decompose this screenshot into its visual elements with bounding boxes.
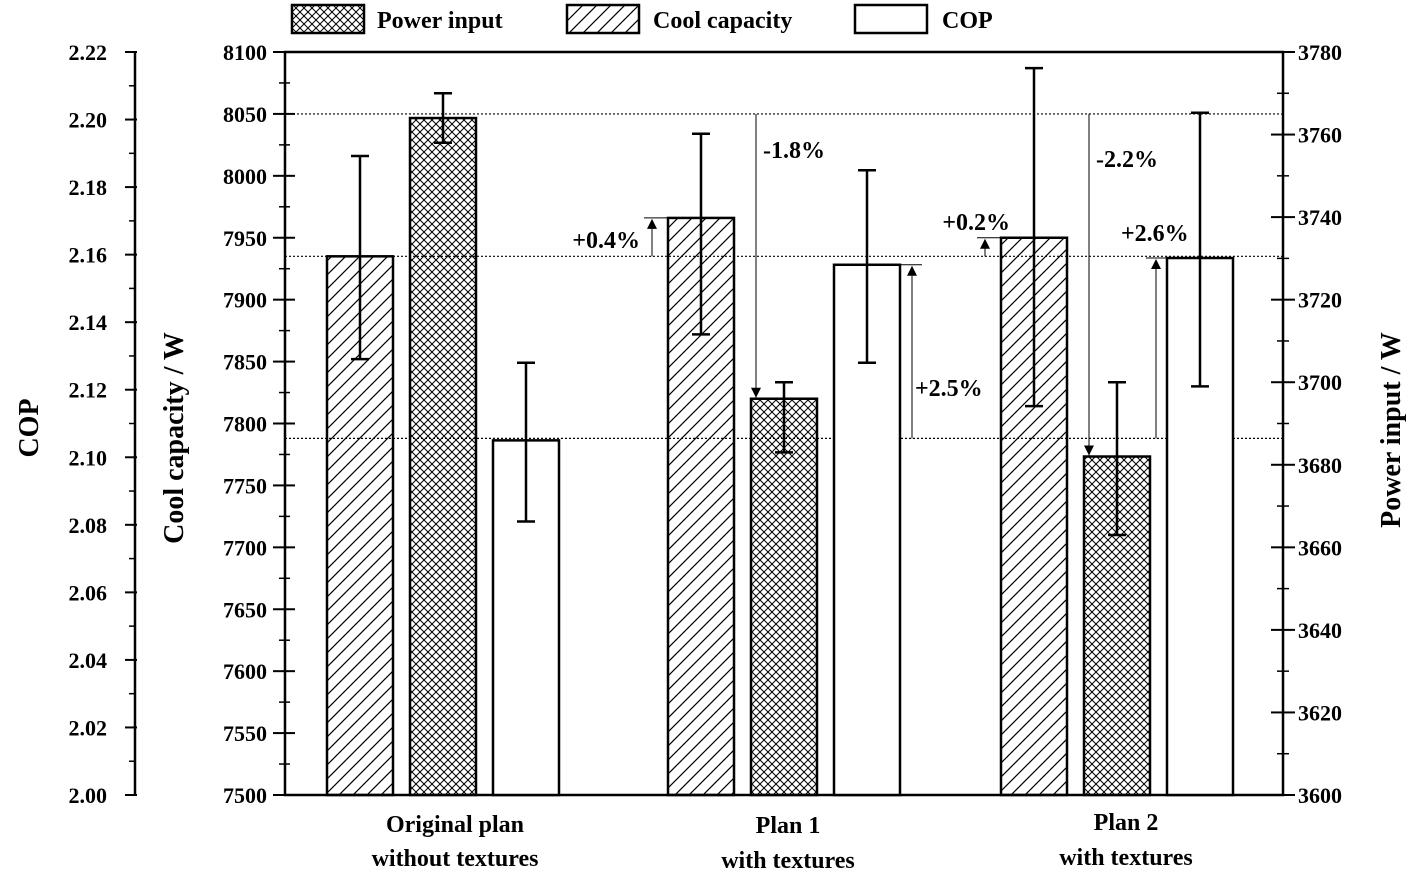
cool-tick-label: 8100	[223, 40, 267, 65]
annotation-1: +0.4%	[572, 217, 668, 257]
power-tick-label: 3720	[1298, 288, 1342, 313]
cop-tick-label: 2.10	[69, 445, 108, 470]
category-label: Plan 2	[1094, 810, 1159, 836]
legend-label: Cool capacity	[653, 8, 792, 34]
annotation-label: +0.4%	[572, 228, 640, 254]
cool-tick-label: 7850	[223, 350, 267, 375]
legend-label: COP	[942, 8, 993, 34]
arrow-head	[751, 387, 761, 398]
bar-cool-capacity	[666, 216, 736, 797]
arrow-head	[647, 218, 657, 229]
power-tick-label: 3660	[1298, 535, 1342, 560]
annotations: +0.4% -1.8% +2.5% +0.2% -2.2% +2.6%	[572, 113, 1189, 456]
arrow-head	[1151, 259, 1161, 270]
cool-tick-label: 7900	[223, 288, 267, 313]
annotation-6: +2.6%	[1121, 221, 1189, 439]
annotation-label: +2.6%	[1121, 221, 1189, 247]
cool-tick-label: 7650	[223, 597, 267, 622]
annotation-label: +2.5%	[915, 376, 983, 402]
legend-swatch	[565, 3, 641, 35]
category-label: Plan 1	[756, 813, 821, 839]
category-label: with textures	[721, 848, 855, 872]
power-tick-label: 3760	[1298, 123, 1342, 148]
annotation-4: +0.2%	[942, 210, 1010, 257]
error-bars	[351, 66, 1209, 537]
cop-axis-title: COP	[14, 398, 45, 457]
legend-swatch	[853, 3, 929, 35]
legend: Power input Cool capacity COP	[290, 3, 993, 35]
cop-tick-label: 2.04	[69, 648, 108, 673]
cool-tick-label: 7600	[223, 659, 267, 684]
arrow-head	[907, 265, 917, 276]
annotation-label: -1.8%	[763, 138, 825, 164]
cop-tick-label: 2.14	[69, 310, 108, 335]
category-label: Original plan	[386, 812, 524, 838]
cool-tick-label: 8050	[223, 102, 267, 127]
annotation-3: +2.5%	[900, 264, 983, 439]
legend-item-power-input: Power input	[290, 3, 503, 35]
power-tick-label: 3700	[1298, 370, 1342, 395]
cop-tick-label: 2.06	[69, 580, 108, 605]
cop-tick-label: 2.08	[69, 513, 108, 538]
cop-tick-label: 2.20	[69, 108, 108, 133]
annotation-2: -1.8%	[751, 113, 825, 398]
cool-tick-label: 7700	[223, 535, 267, 560]
category-label: without textures	[372, 846, 539, 872]
category-labels: Original plan without textures Plan 1 with …	[372, 810, 1193, 872]
cop-tick-label: 2.22	[69, 40, 108, 65]
power-tick-label: 3640	[1298, 618, 1342, 643]
cool-tick-label: 7950	[223, 226, 267, 251]
legend-label: Power input	[377, 8, 503, 34]
cool-tick-label: 7500	[223, 783, 267, 808]
bar-power-input	[408, 116, 478, 797]
cool-axis-title: Cool capacity / W	[159, 332, 190, 544]
annotation-label: +0.2%	[942, 210, 1010, 236]
power-tick-label: 3620	[1298, 700, 1342, 725]
power-axis-title: Power input / W	[1376, 332, 1407, 528]
axes: 2.00 2.02 2.04 2.06 2.08 2.10 2.12 2.14 2.16 2.18…	[14, 40, 1407, 808]
legend-item-cool-capacity: Cool capacity	[565, 3, 792, 35]
cop-tick-label: 2.18	[69, 175, 108, 200]
power-tick-label: 3600	[1298, 783, 1342, 808]
cop-tick-label: 2.02	[69, 715, 108, 740]
power-tick-label: 3740	[1298, 205, 1342, 230]
annotation-5: -2.2%	[1084, 113, 1158, 456]
power-tick-label: 3780	[1298, 40, 1342, 65]
cool-tick-label: 7550	[223, 721, 267, 746]
cool-tick-label: 8000	[223, 164, 267, 189]
cop-tick-label: 2.12	[69, 378, 108, 403]
cool-tick-label: 7750	[223, 473, 267, 498]
category-label: with textures	[1059, 845, 1193, 871]
arrow-head	[1084, 445, 1094, 456]
bar-power-input	[749, 397, 819, 797]
cop-tick-label: 2.16	[69, 243, 108, 268]
cool-tick-label: 7800	[223, 412, 267, 437]
arrow-head	[980, 238, 990, 249]
annotation-label: -2.2%	[1096, 147, 1158, 173]
legend-item-cop: COP	[853, 3, 993, 35]
cop-tick-label: 2.00	[69, 783, 108, 808]
power-tick-label: 3680	[1298, 453, 1342, 478]
legend-swatch	[290, 3, 366, 35]
bars	[325, 116, 1235, 797]
